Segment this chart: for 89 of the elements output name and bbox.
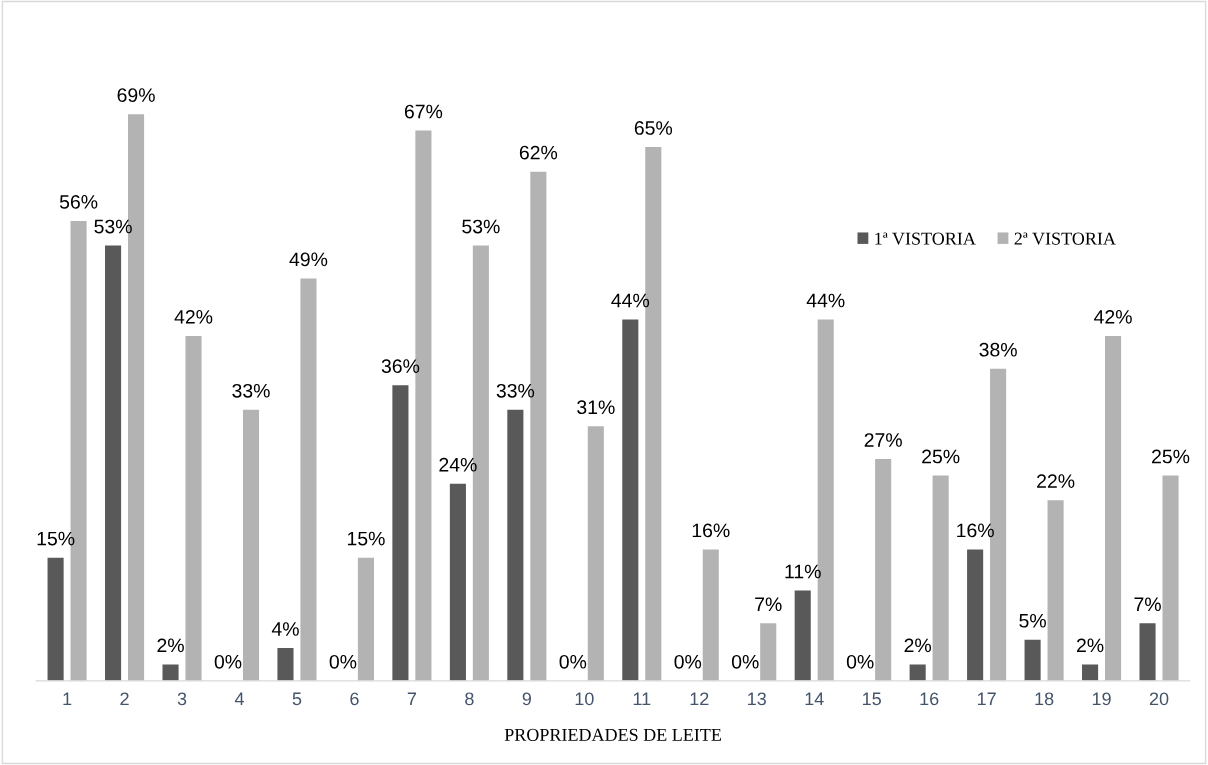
bar <box>1082 664 1099 681</box>
data-label: 67% <box>404 104 443 119</box>
x-tick-label: 9 <box>522 692 532 706</box>
data-label: 38% <box>979 342 1017 357</box>
bar <box>185 335 202 681</box>
data-label: 42% <box>174 309 213 324</box>
bar <box>449 483 466 681</box>
data-label: 53% <box>94 219 132 234</box>
bar <box>909 664 926 681</box>
x-tick-label: 17 <box>977 692 996 706</box>
data-label: 25% <box>1152 449 1190 464</box>
data-label: 27% <box>864 433 902 447</box>
bar <box>1024 639 1041 681</box>
data-label: 62% <box>519 145 558 160</box>
data-label: 31% <box>577 400 615 415</box>
data-label: 0% <box>214 654 242 669</box>
data-label: 65% <box>634 121 673 135</box>
x-tick-label: 8 <box>465 692 474 706</box>
bar <box>357 557 374 681</box>
bar <box>47 557 64 681</box>
data-label: 53% <box>462 219 500 234</box>
data-label: 0% <box>329 654 357 669</box>
x-tick-label: 7 <box>407 692 417 706</box>
data-label: 49% <box>289 252 328 267</box>
data-label: 24% <box>439 457 477 472</box>
data-label: 0% <box>559 654 587 669</box>
x-tick-label: 20 <box>1149 692 1169 706</box>
bar <box>932 475 949 681</box>
data-label: 2% <box>904 638 932 653</box>
x-tick-label: 18 <box>1035 692 1054 706</box>
data-label: 15% <box>347 531 385 546</box>
bar <box>702 549 719 681</box>
data-label: 11% <box>785 564 821 579</box>
data-label: 25% <box>922 449 960 464</box>
data-label: 33% <box>232 383 270 398</box>
x-tick-label: 14 <box>805 692 824 706</box>
bar <box>622 319 639 681</box>
data-label: 36% <box>381 359 420 374</box>
bar <box>105 245 122 681</box>
data-label: 42% <box>1094 309 1132 324</box>
data-label: 56% <box>59 195 98 209</box>
data-label: 2% <box>1076 638 1104 653</box>
bar <box>967 549 984 681</box>
bar <box>760 623 777 681</box>
x-tick-label: 11 <box>633 692 651 706</box>
data-label: 0% <box>674 654 702 669</box>
x-tick-label: 3 <box>177 692 187 706</box>
data-label: 7% <box>755 597 782 612</box>
x-tick-label: 6 <box>350 692 359 706</box>
data-label: 16% <box>692 523 730 538</box>
bar <box>1105 335 1122 681</box>
data-label: 4% <box>271 622 299 636</box>
x-tick-label: 4 <box>234 692 244 706</box>
data-label: 44% <box>806 293 845 308</box>
bar <box>875 459 892 681</box>
legend-label: 2ª VISTORIA <box>1014 232 1116 245</box>
bar <box>162 664 179 681</box>
data-label: 22% <box>1037 474 1075 488</box>
data-label: 7% <box>1134 597 1161 612</box>
x-tick-label: 12 <box>690 692 709 706</box>
bar <box>277 648 294 681</box>
x-tick-label: 16 <box>920 692 939 706</box>
x-tick-label: 19 <box>1092 692 1111 706</box>
data-label: 0% <box>846 654 874 669</box>
data-label: 44% <box>611 293 650 308</box>
bar <box>587 426 604 681</box>
bar <box>300 278 317 681</box>
data-label: 69% <box>117 88 155 103</box>
x-tick-label: 1 <box>63 692 72 706</box>
bar <box>1162 475 1179 681</box>
x-tick-label: 13 <box>748 692 766 706</box>
data-label: 33% <box>496 383 535 398</box>
bar <box>1047 500 1064 681</box>
data-label: 16% <box>957 523 994 538</box>
data-label: 0% <box>731 654 759 669</box>
x-tick-label: 10 <box>575 692 594 706</box>
bar <box>794 590 811 681</box>
x-tick-label: 15 <box>863 692 881 706</box>
data-label: 2% <box>157 638 184 653</box>
bar <box>507 409 524 681</box>
data-label: 15% <box>37 531 75 546</box>
bar <box>392 385 409 681</box>
x-tick-label: 2 <box>120 692 129 706</box>
bar <box>1139 623 1156 681</box>
data-label: 5% <box>1019 613 1046 628</box>
x-axis-title: PROPRIEDADES DE LEITE <box>504 728 721 741</box>
legend-label: 1ª VISTORIA <box>875 232 976 245</box>
x-tick-label: 5 <box>292 692 302 706</box>
bar <box>242 409 260 681</box>
